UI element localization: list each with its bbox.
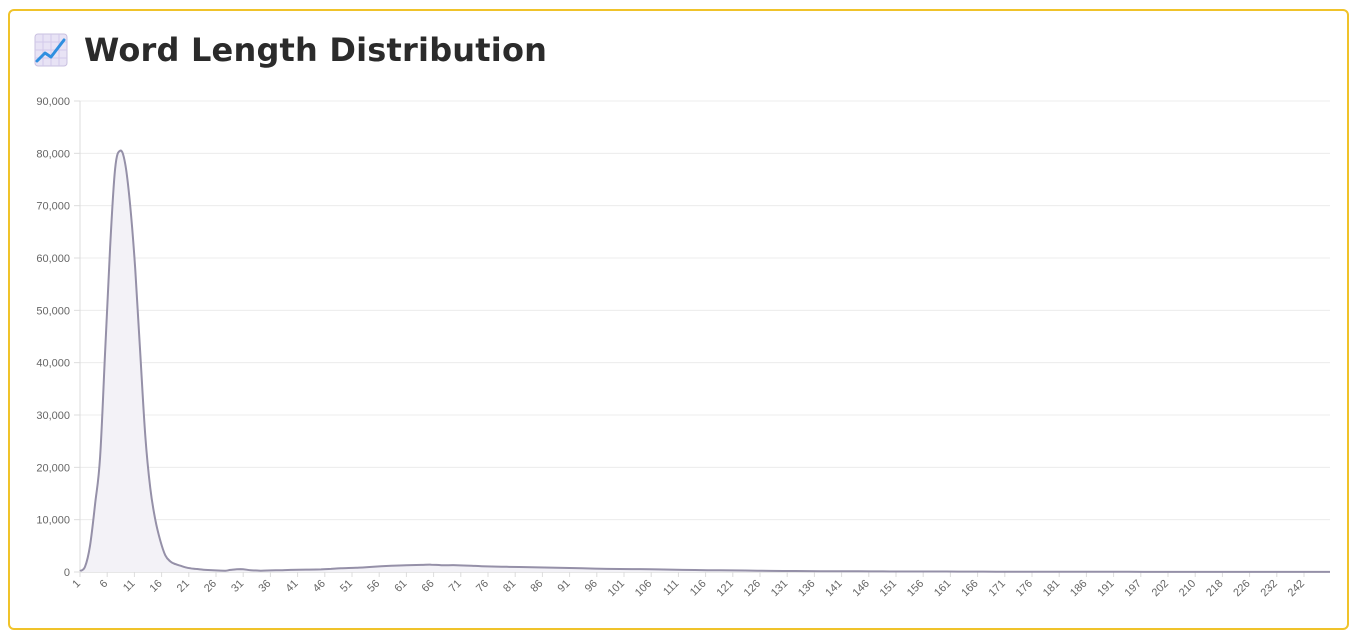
x-tick-label: 186 xyxy=(1068,578,1089,599)
y-tick-label: 40,000 xyxy=(36,358,70,370)
x-tick-label: 197 xyxy=(1122,578,1143,599)
x-tick-label: 66 xyxy=(420,578,437,595)
chart-card: Word Length Distribution xyxy=(8,9,1349,630)
x-tick-label: 96 xyxy=(583,578,600,595)
y-tick-label: 90,000 xyxy=(36,96,70,108)
x-tick-label: 106 xyxy=(633,578,654,599)
x-tick-label: 76 xyxy=(474,578,491,595)
chart-header: Word Length Distribution xyxy=(34,31,547,69)
x-tick-label: 71 xyxy=(447,578,464,595)
x-tick-label: 161 xyxy=(932,578,953,599)
y-tick-label: 80,000 xyxy=(36,148,70,160)
x-tick-label: 16 xyxy=(148,578,165,595)
y-tick-label: 20,000 xyxy=(36,462,70,474)
x-tick-label: 21 xyxy=(175,578,192,595)
y-axis: 0 10,000 20,000 30,000 40,000 50,000 60,000 70,… xyxy=(36,96,81,579)
x-tick-label: 151 xyxy=(878,578,899,599)
x-tick-label: 46 xyxy=(311,578,328,595)
x-tick-label: 166 xyxy=(959,578,980,599)
x-tick-label: 11 xyxy=(121,578,138,595)
x-tick-label: 41 xyxy=(284,578,301,595)
y-tick-label: 60,000 xyxy=(36,253,70,265)
x-tick-label: 61 xyxy=(392,578,409,595)
x-tick-label: 218 xyxy=(1204,578,1225,599)
x-tick-label: 81 xyxy=(501,578,518,595)
x-tick-label: 91 xyxy=(556,578,573,595)
x-tick-label: 101 xyxy=(606,578,627,599)
x-tick-label: 1 xyxy=(70,578,83,591)
x-tick-label: 141 xyxy=(823,578,844,599)
x-tick-label: 131 xyxy=(769,578,790,599)
x-tick-label: 226 xyxy=(1231,578,1252,599)
x-tick-label: 210 xyxy=(1177,578,1198,599)
x-tick-label: 232 xyxy=(1258,578,1279,599)
series-line xyxy=(79,149,1330,573)
x-tick-label: 191 xyxy=(1095,578,1116,599)
y-tick-label: 50,000 xyxy=(36,305,70,317)
x-tick-label: 111 xyxy=(661,578,681,598)
x-tick-label: 126 xyxy=(742,578,763,599)
x-tick-label: 121 xyxy=(714,578,735,599)
x-tick-label: 242 xyxy=(1286,578,1307,599)
y-tick-label: 70,000 xyxy=(36,201,70,213)
x-tick-label: 202 xyxy=(1150,578,1171,599)
x-tick-label: 31 xyxy=(229,578,246,595)
x-tick-label: 171 xyxy=(986,578,1007,599)
x-tick-label: 56 xyxy=(365,578,382,595)
y-tick-label: 30,000 xyxy=(36,410,70,422)
x-axis: 1 6 11 16 21 26 31 36 41 46 51 56 61 66 71 76 81 86 91 96 10… xyxy=(70,571,1330,599)
x-tick-label: 86 xyxy=(528,578,545,595)
x-tick-label: 116 xyxy=(688,578,709,599)
x-tick-label: 146 xyxy=(850,578,871,599)
x-tick-label: 51 xyxy=(338,578,355,595)
chart-grid xyxy=(80,100,1330,573)
page-title: Word Length Distribution xyxy=(84,31,548,69)
chart-increasing-icon xyxy=(34,33,68,67)
x-tick-label: 181 xyxy=(1041,578,1062,599)
series-area xyxy=(80,150,1330,572)
x-tick-label: 6 xyxy=(98,578,111,591)
x-tick-label: 176 xyxy=(1014,578,1035,599)
x-tick-label: 26 xyxy=(202,578,219,595)
x-tick-label: 156 xyxy=(905,578,926,599)
y-tick-label: 0 xyxy=(64,567,70,579)
y-tick-label: 10,000 xyxy=(36,515,70,527)
x-tick-label: 36 xyxy=(256,578,273,595)
x-tick-label: 136 xyxy=(796,578,817,599)
